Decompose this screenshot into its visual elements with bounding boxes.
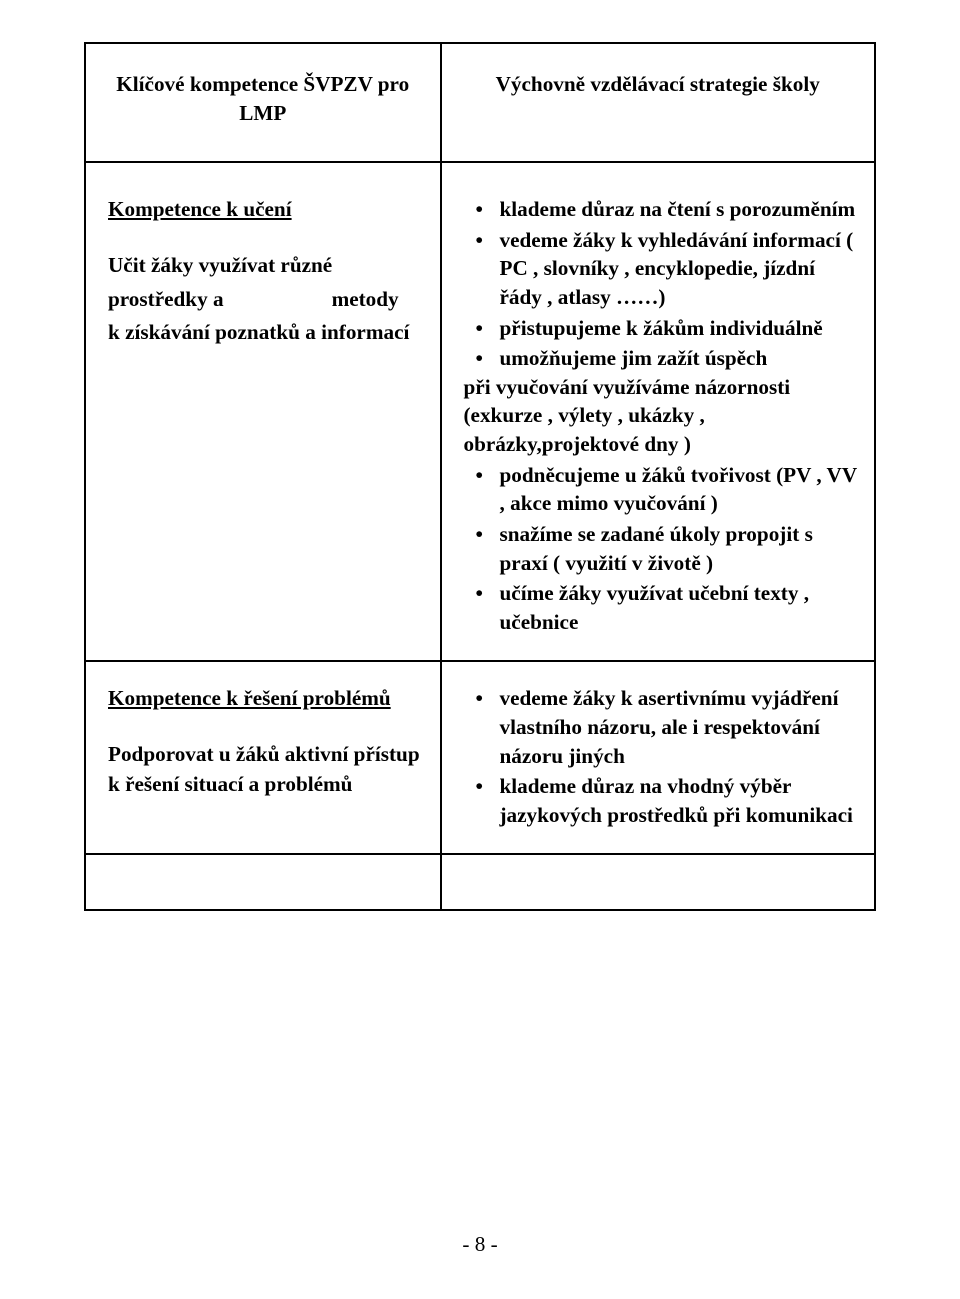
row1-b0: klademe důraz na čtení s porozuměním <box>464 195 863 224</box>
row1-left-p2: prostředky a metody <box>108 285 422 315</box>
row2-left: Kompetence k řešení problémů Podporovat … <box>85 661 441 854</box>
competency-table: Klíčové kompetence ŠVPZV pro LMP Výchovn… <box>84 42 876 911</box>
row1-bullets: klademe důraz na čtení s porozuměním ved… <box>464 195 863 636</box>
row1-b6: učíme žáky využívat učební texty , učebn… <box>464 579 863 636</box>
row1-b1: vedeme žáky k vyhledávání informací ( PC… <box>464 226 863 312</box>
row1: Kompetence k učení Učit žáky využívat rů… <box>85 162 875 661</box>
header-left-line1: Klíčové kompetence ŠVPZV pro <box>116 72 409 96</box>
spacer <box>108 718 422 740</box>
row1-b4: podněcujeme u žáků tvořivost (PV , VV , … <box>464 461 863 518</box>
row1-right: klademe důraz na čtení s porozuměním ved… <box>441 162 876 661</box>
row1-left-title: Kompetence k učení <box>108 195 422 225</box>
row1-b3-text: umožňujeme jim zažít úspěch <box>500 346 768 370</box>
page-number: - 8 - <box>0 1232 960 1257</box>
row1-b3: umožňujeme jim zažít úspěch při vyučován… <box>464 344 863 458</box>
row2-b0: vedeme žáky k asertivnímu vyjádření vlas… <box>464 684 863 770</box>
row1-left-p2a: prostředky a <box>108 287 224 311</box>
row2: Kompetence k řešení problémů Podporovat … <box>85 661 875 854</box>
header-row: Klíčové kompetence ŠVPZV pro LMP Výchovn… <box>85 43 875 162</box>
header-right: Výchovně vzdělávací strategie školy <box>441 43 876 162</box>
row1-left-p3: k získávání poznatků a informací <box>108 318 422 348</box>
row2-bullets: vedeme žáky k asertivnímu vyjádření vlas… <box>464 684 863 829</box>
spacer-left <box>85 854 441 910</box>
spacer-right <box>441 854 876 910</box>
row2-left-p1: Podporovat u žáků aktivní přístup k řeše… <box>108 740 422 799</box>
page: Klíčové kompetence ŠVPZV pro LMP Výchovn… <box>0 0 960 1299</box>
row1-b3-cont: při vyučování využíváme názornosti (exku… <box>464 373 863 459</box>
spacer-row <box>85 854 875 910</box>
row1-left-p2b: metody <box>332 287 399 311</box>
row1-b5: snažíme se zadané úkoly propojit s praxí… <box>464 520 863 577</box>
row1-left: Kompetence k učení Učit žáky využívat rů… <box>85 162 441 661</box>
row2-left-title: Kompetence k řešení problémů <box>108 684 422 714</box>
row1-b2: přistupujeme k žákům individuálně <box>464 314 863 343</box>
spacer <box>108 229 422 251</box>
header-right-text: Výchovně vzdělávací strategie školy <box>496 72 820 96</box>
row1-left-p1: Učit žáky využívat různé <box>108 251 422 281</box>
header-left-line2: LMP <box>239 101 286 125</box>
row2-b1: klademe důraz na vhodný výběr jazykových… <box>464 772 863 829</box>
row2-right: vedeme žáky k asertivnímu vyjádření vlas… <box>441 661 876 854</box>
header-left: Klíčové kompetence ŠVPZV pro LMP <box>85 43 441 162</box>
